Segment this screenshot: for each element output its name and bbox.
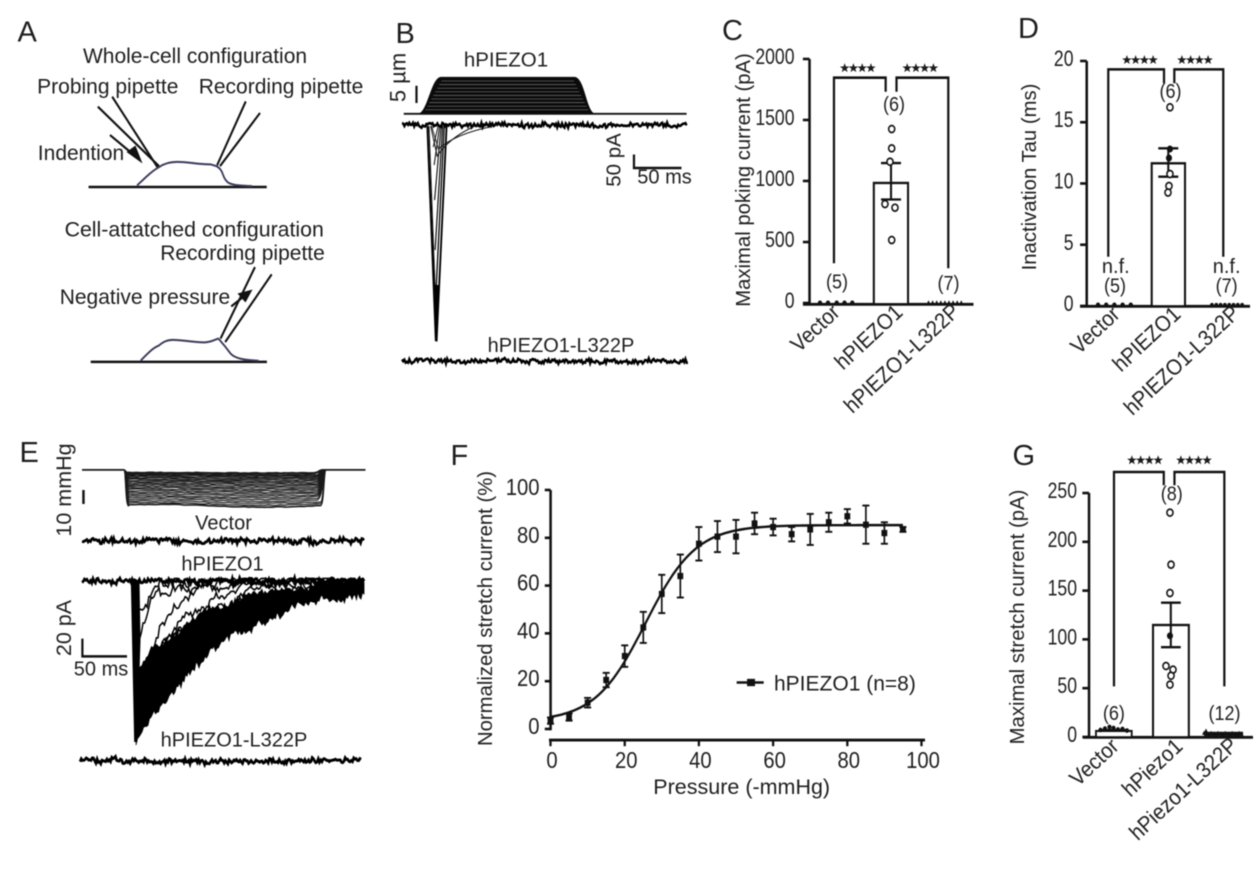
- svg-text:20 pA: 20 pA: [52, 599, 76, 656]
- svg-text:50 pA: 50 pA: [603, 133, 626, 187]
- svg-text:hPIEZO1-L322P: hPIEZO1-L322P: [161, 730, 308, 752]
- svg-text:hPIEZO1 (n=8): hPIEZO1 (n=8): [774, 673, 916, 696]
- svg-text:(6): (6): [1103, 703, 1125, 725]
- svg-text:100: 100: [1048, 626, 1077, 650]
- svg-text:Normalized stretch current (%): Normalized stretch current (%): [475, 471, 497, 746]
- svg-text:hPIEZO1-L322P: hPIEZO1-L322P: [488, 335, 635, 357]
- svg-text:Indention: Indention: [38, 142, 124, 165]
- svg-text:(6): (6): [1160, 81, 1182, 103]
- svg-text:A: A: [18, 17, 38, 49]
- svg-text:(7): (7): [938, 273, 960, 295]
- svg-text:50 ms: 50 ms: [637, 167, 691, 189]
- svg-text:10: 10: [1054, 170, 1074, 194]
- svg-text:C: C: [722, 15, 743, 47]
- svg-text:Maximal stretch current (pA): Maximal stretch current (pA): [1007, 490, 1029, 745]
- svg-text:50: 50: [1057, 674, 1077, 698]
- svg-text:(7): (7): [1216, 276, 1238, 298]
- svg-text:60: 60: [763, 747, 786, 774]
- svg-text:(6): (6): [883, 94, 905, 116]
- svg-text:Recording pipette: Recording pipette: [160, 242, 325, 265]
- svg-text:G: G: [1013, 440, 1036, 472]
- svg-text:(5): (5): [1104, 276, 1126, 298]
- svg-text:Whole-cell configuration: Whole-cell configuration: [83, 45, 307, 68]
- svg-text:0: 0: [528, 713, 539, 740]
- svg-text:200: 200: [1048, 528, 1077, 552]
- svg-text:500: 500: [765, 228, 794, 252]
- svg-text:hPIEZO1: hPIEZO1: [464, 49, 548, 72]
- svg-text:20: 20: [517, 665, 540, 692]
- svg-text:50 ms: 50 ms: [74, 659, 128, 681]
- svg-text:B: B: [396, 18, 415, 50]
- svg-text:Vector: Vector: [195, 513, 252, 535]
- svg-text:Maximal poking current (pA): Maximal poking current (pA): [733, 53, 755, 307]
- svg-text:10 mmHg: 10 mmHg: [52, 443, 76, 536]
- svg-text:n.f.: n.f.: [1102, 256, 1130, 278]
- svg-text:80: 80: [517, 522, 540, 549]
- svg-text:(8): (8): [1161, 484, 1183, 506]
- svg-text:0: 0: [785, 289, 795, 313]
- svg-text:Cell-attatched configuration: Cell-attatched configuration: [65, 218, 324, 242]
- svg-text:250: 250: [1048, 479, 1077, 503]
- svg-text:Negative pressure: Negative pressure: [60, 286, 230, 309]
- svg-text:Recording pipette: Recording pipette: [199, 76, 364, 99]
- svg-text:40: 40: [689, 747, 712, 774]
- svg-text:0: 0: [546, 747, 557, 774]
- svg-text:E: E: [20, 437, 39, 469]
- svg-text:15: 15: [1054, 108, 1074, 132]
- svg-text:hPIEZO1: hPIEZO1: [181, 554, 263, 576]
- svg-text:(5): (5): [826, 272, 848, 294]
- svg-text:100: 100: [906, 747, 940, 774]
- svg-text:60: 60: [517, 569, 540, 596]
- svg-text:F: F: [451, 440, 469, 472]
- svg-text:150: 150: [1048, 577, 1077, 601]
- svg-text:Probing pipette: Probing pipette: [37, 76, 178, 99]
- svg-text:5: 5: [1064, 231, 1074, 255]
- svg-text:0: 0: [1064, 292, 1074, 316]
- svg-text:80: 80: [838, 747, 861, 774]
- svg-text:n.f.: n.f.: [1213, 256, 1241, 278]
- svg-text:1500: 1500: [755, 106, 794, 130]
- svg-text:(12): (12): [1208, 703, 1240, 725]
- svg-text:5 µm: 5 µm: [386, 53, 411, 102]
- svg-text:D: D: [1018, 13, 1039, 45]
- svg-text:Inactivation Tau (ms): Inactivation Tau (ms): [1019, 84, 1041, 271]
- svg-text:20: 20: [615, 747, 638, 774]
- svg-text:0: 0: [1067, 723, 1077, 747]
- svg-text:2000: 2000: [755, 45, 794, 69]
- svg-text:100: 100: [506, 474, 540, 501]
- svg-text:1000: 1000: [755, 167, 794, 191]
- svg-text:40: 40: [517, 617, 540, 644]
- svg-text:20: 20: [1054, 47, 1074, 71]
- svg-text:Pressure (-mmHg): Pressure (-mmHg): [653, 775, 830, 799]
